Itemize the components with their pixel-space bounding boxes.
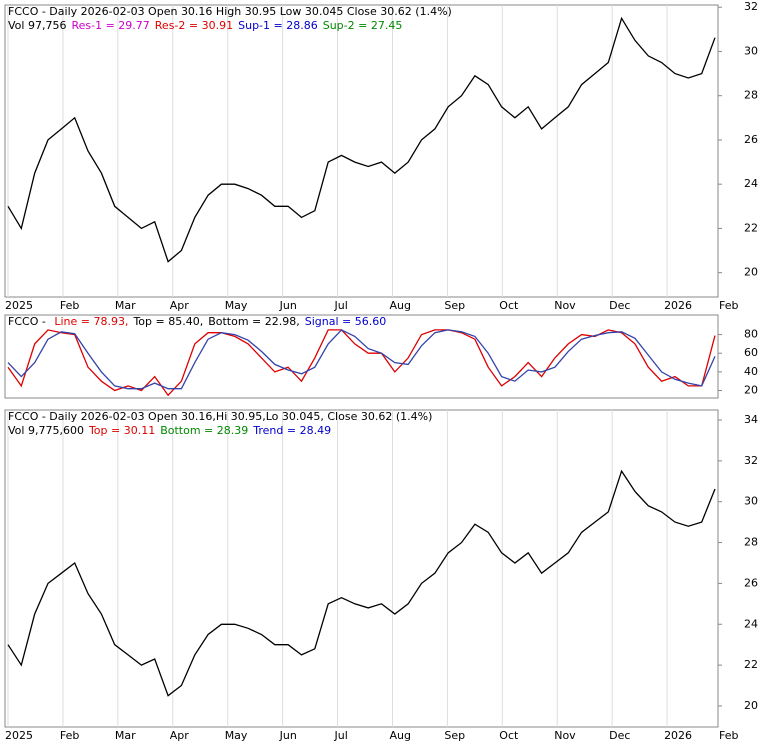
y-tick-label: 20 [744,266,758,279]
plot-frame [4,4,719,298]
x-tick-label: Feb [719,729,738,742]
x-tick-label: Nov [554,729,576,742]
x-tick-label: 2026 [664,729,692,742]
annotation: Top = 30.11 [88,424,155,437]
annotation-line: Vol 97,756 Res-1 = 29.77 Res-2 = 30.91 Sup-… [8,19,402,32]
title-text: FCCO - Daily 2026-02-03 Open 30.16,Hi 30… [8,410,432,423]
y-tick-label: 32 [744,454,758,467]
x-tick-label: Mar [115,729,136,742]
x-tick-label: May [225,299,248,312]
title-text: FCCO - Daily 2026-02-03 Open 30.16 High … [8,5,452,18]
y-tick-label: 80 [744,328,758,341]
annotation: Bottom = 22.98, [208,315,300,328]
y-tick-label: 20 [744,384,758,397]
x-tick-label: Mar [115,299,136,312]
plot-frame [4,314,719,399]
y-tick-label: 34 [744,413,758,426]
chart-title: FCCO - Daily 2026-02-03 Open 30.16 High … [8,5,452,18]
x-tick-label: Oct [499,729,519,742]
series-line [7,16,716,263]
series-line [7,469,716,697]
x-tick-label: 2025 [5,729,33,742]
annotation: Trend = 28.49 [252,424,331,437]
annotation: Bottom = 28.39 [160,424,248,437]
chart-title: FCCO - Daily 2026-02-03 Open 30.16,Hi 30… [8,410,432,423]
x-tick-label: Sep [444,729,465,742]
y-tick-label: 28 [744,89,758,102]
x-tick-label: Oct [499,299,519,312]
plot-frame [4,409,719,728]
x-tick-label: Dec [609,299,630,312]
y-tick-label: 32 [744,0,758,13]
y-tick-label: 24 [744,177,758,190]
annotation: Top = 85.40, [132,315,203,328]
x-tick-label: 2026 [664,299,692,312]
y-tick-label: 60 [744,346,758,359]
y-tick-label: 20 [744,699,758,712]
x-tick-label: Jun [279,299,297,312]
annotation: Sup-2 = 27.45 [323,19,403,32]
y-tick-label: 30 [744,44,758,57]
x-tick-label: Jul [334,729,348,742]
x-tick-label: Dec [609,729,630,742]
x-tick-label: May [225,729,248,742]
x-tick-label: Apr [170,299,190,312]
annotation: Line = 78.93, [54,315,128,328]
x-tick-label: 2025 [5,299,33,312]
title-text: FCCO - [8,315,49,328]
y-tick-label: 22 [744,221,758,234]
x-tick-label: Aug [389,299,410,312]
chart-title: FCCO - Line = 78.93, Top = 85.40, Bottom =… [8,315,386,328]
series-line [7,329,716,390]
x-tick-label: Feb [60,729,79,742]
x-tick-label: Nov [554,299,576,312]
x-tick-label: Jul [334,299,348,312]
x-tick-label: Sep [444,299,465,312]
x-tick-label: Feb [60,299,79,312]
annotation: Res-2 = 30.91 [155,19,233,32]
x-tick-label: Aug [389,729,410,742]
x-tick-label: Feb [719,299,738,312]
annotation: Sup-1 = 28.86 [238,19,318,32]
x-tick-label: Jun [279,729,297,742]
annotation: Res-1 = 29.77 [71,19,149,32]
y-tick-label: 28 [744,536,758,549]
y-tick-label: 26 [744,576,758,589]
annotation: Vol 97,756 [8,19,66,32]
y-tick-label: 26 [744,133,758,146]
y-tick-label: 24 [744,617,758,630]
x-tick-label: Apr [170,729,190,742]
y-tick-label: 22 [744,658,758,671]
annotation: Signal = 56.60 [305,315,387,328]
annotation-line: Vol 9,775,600 Top = 30.11 Bottom = 28.39 Tr… [8,424,331,437]
annotation: Vol 9,775,600 [8,424,84,437]
y-tick-label: 30 [744,495,758,508]
y-tick-label: 40 [744,365,758,378]
